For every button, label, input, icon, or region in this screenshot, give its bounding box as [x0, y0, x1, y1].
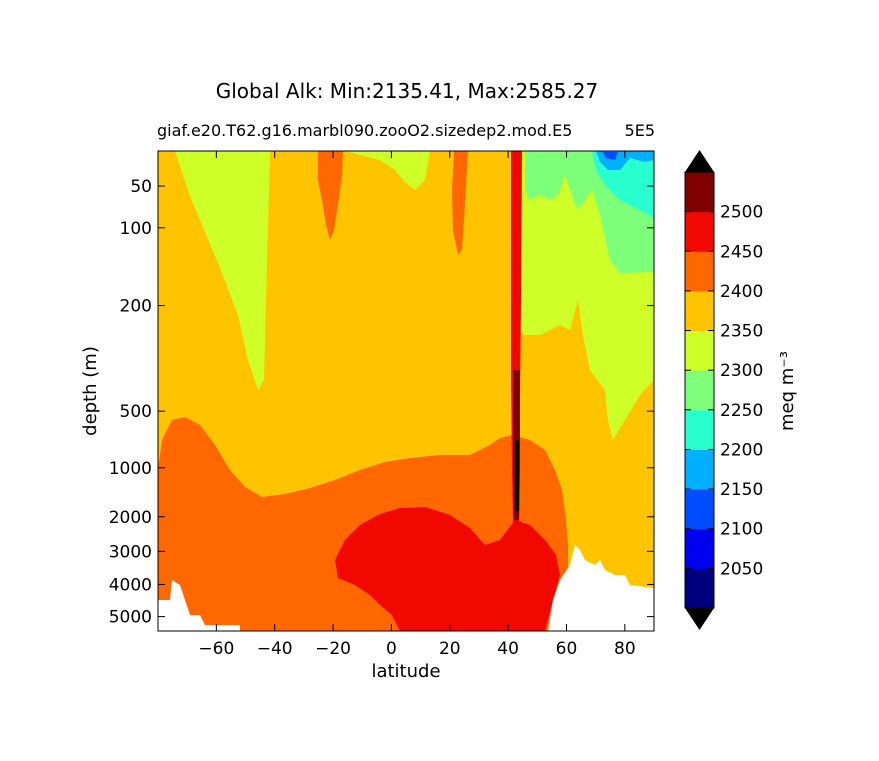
x-tick-label: 40 — [497, 639, 519, 659]
colorbar-tick-label: 2300 — [720, 361, 763, 381]
chart-subtitle-left: giaf.e20.T62.g16.marbl090.zooO2.sizedep2… — [157, 121, 572, 140]
colorbar-tick-label: 2050 — [720, 559, 763, 579]
y-axis-label: depth (m) — [80, 346, 101, 436]
missing-data-south — [158, 580, 240, 631]
y-tick-label: 100 — [120, 219, 152, 239]
y-tick-label: 1000 — [109, 459, 152, 479]
x-axis-label: latitude — [371, 661, 440, 682]
contour-band-2400-tongue-b — [452, 151, 468, 255]
colorbar-swatch — [685, 172, 714, 213]
y-tick-label: 500 — [120, 402, 152, 422]
colorbar-tick-label: 2250 — [720, 401, 763, 421]
colorbar-extend-max — [685, 150, 714, 172]
colorbar-swatch — [685, 409, 714, 450]
plot-area — [157, 150, 655, 632]
contour-band-2450-deep — [335, 507, 560, 631]
colorbar-extend-min — [685, 608, 714, 630]
colorbar-tick-label: 2150 — [720, 480, 763, 500]
colorbar-tick-label: 2450 — [720, 242, 763, 262]
contour-band-2300-south-b — [175, 151, 270, 390]
y-tick-label: 3000 — [109, 542, 152, 562]
chart-subtitle-right: 5E5 — [625, 121, 655, 140]
y-tick-label: 200 — [120, 297, 152, 317]
colorbar-swatch — [685, 211, 714, 252]
colorbar-tick-label: 2350 — [720, 322, 763, 342]
colorbar-swatch — [685, 449, 714, 490]
contour-band-2300-subtropic — [345, 151, 430, 190]
missing-data-north — [548, 545, 654, 631]
colorbar-swatch — [685, 528, 714, 569]
y-tick-label: 5000 — [109, 608, 152, 628]
y-tick-label: 50 — [130, 177, 152, 197]
colorbar: 2050 2100 2150 2200 2250 2300 2350 2400 2450 2500 — [684, 150, 763, 630]
plot-frame — [157, 150, 655, 632]
y-tick-label: 4000 — [109, 575, 152, 595]
contour-band-2100-north — [603, 152, 618, 160]
colorbar-swatch — [685, 290, 714, 332]
colorbar-swatch — [685, 568, 714, 609]
contour-band-2400-tongue-a — [318, 151, 343, 240]
x-tick-label: −40 — [257, 639, 293, 659]
x-tick-label: 0 — [386, 639, 397, 659]
colorbar-swatch — [685, 330, 714, 371]
colorbar-swatch — [685, 370, 714, 411]
colorbar-frame — [684, 171, 715, 609]
x-tick-label: 60 — [556, 639, 578, 659]
colorbar-tick-label: 2500 — [720, 203, 763, 223]
y-axis: 50 100 200 500 1000 2000 3000 4000 5000 — [109, 177, 654, 628]
colorbar-tick-label: 2200 — [720, 440, 763, 460]
x-axis: −60 −40 −20 0 20 40 60 80 — [198, 151, 636, 659]
chart-title: Global Alk: Min:2135.41, Max:2585.27 — [216, 79, 599, 103]
x-tick-label: −20 — [315, 639, 351, 659]
x-tick-label: −60 — [198, 639, 234, 659]
colorbar-tick-label: 2100 — [720, 520, 763, 540]
y-tick-label: 2000 — [109, 508, 152, 528]
colorbar-swatch — [685, 251, 714, 292]
x-tick-label: 20 — [439, 639, 461, 659]
colorbar-label: meq m⁻³ — [777, 351, 798, 431]
x-tick-label: 80 — [614, 639, 636, 659]
colorbar-swatch — [685, 489, 714, 530]
contour-band-2550-column — [515, 440, 519, 512]
colorbar-tick-label: 2400 — [720, 282, 763, 302]
